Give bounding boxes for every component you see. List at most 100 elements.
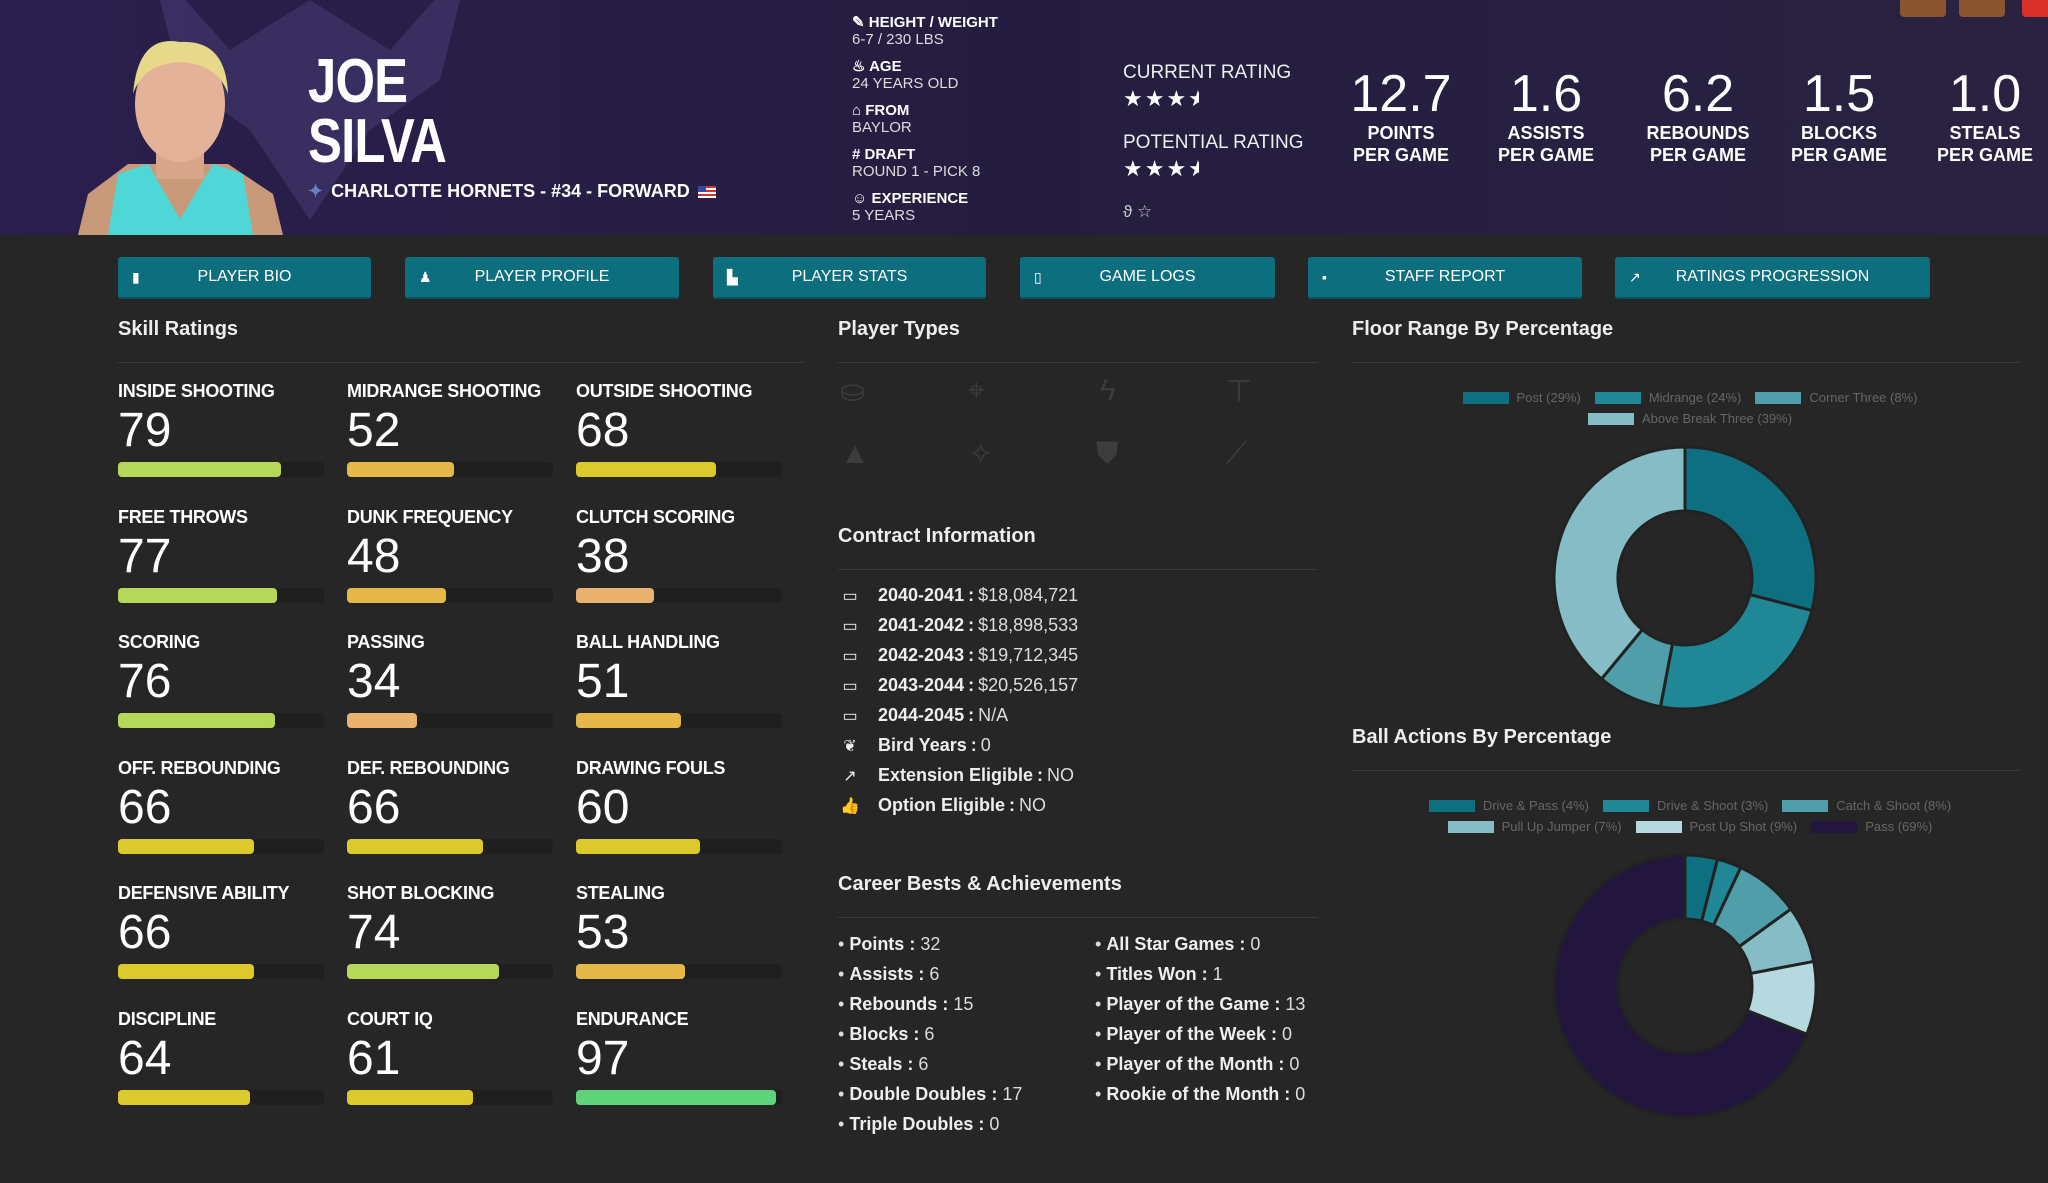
- legend-item[interactable]: Post (29%): [1462, 390, 1581, 405]
- contract-row: ↗ Extension Eligible: NO: [838, 765, 1074, 786]
- next-player-button[interactable]: [1959, 0, 2005, 17]
- stat-rebounds: 6.2 REBOUNDS PER GAME: [1646, 65, 1750, 165]
- skill-bar: [576, 587, 782, 603]
- medal-icon: ϑ: [1123, 202, 1133, 221]
- skill-bar-fill: [347, 838, 483, 854]
- skill-bar: [576, 838, 782, 854]
- skill-label: DEF. REBOUNDING: [347, 757, 510, 778]
- player-stats-button[interactable]: ▙ PLAYER STATS: [713, 257, 986, 299]
- skill-value: 66: [347, 780, 401, 834]
- skill-bar: [347, 713, 553, 728]
- team-logo-icon: ✦: [308, 181, 324, 201]
- magic-wand-icon: ✧: [968, 438, 994, 471]
- money-check-icon: ▭: [842, 647, 858, 665]
- skill-rating: DUNK FREQUENCY 48: [347, 507, 557, 603]
- game-logs-button[interactable]: ▯ GAME LOGS: [1020, 257, 1275, 299]
- close-button[interactable]: [2022, 0, 2048, 17]
- skill-value: 66: [118, 906, 172, 959]
- career-item: • Player of the Week : 0: [1095, 1024, 1293, 1044]
- skill-rating: OUTSIDE SHOOTING 68: [576, 381, 786, 477]
- player-bio-button[interactable]: ▮ PLAYER BIO: [118, 257, 371, 299]
- skill-rating: CLUTCH SCORING 38: [576, 507, 786, 603]
- skill-label: MIDRANGE SHOOTING: [347, 381, 541, 401]
- donut-slice[interactable]: [1552, 445, 1687, 682]
- player-types-title: Player Types: [838, 318, 960, 340]
- legend-item[interactable]: Midrange (24%): [1594, 390, 1741, 405]
- skill-value: 34: [347, 655, 401, 708]
- previous-player-button[interactable]: [1900, 0, 1946, 17]
- skill-label: ENDURANCE: [576, 1008, 689, 1029]
- career-item: • Titles Won : 1: [1095, 964, 1223, 984]
- current-rating-stars: ★★★★: [1123, 86, 1199, 111]
- career-item: • Assists : 6: [838, 964, 940, 984]
- legend-item[interactable]: Pull Up Jumper (7%): [1447, 819, 1622, 834]
- career-item: • Blocks : 6: [838, 1024, 935, 1044]
- skill-bar: [576, 713, 782, 728]
- skill-value: 97: [576, 1031, 630, 1085]
- legend-swatch: [1594, 391, 1641, 404]
- skill-value: 61: [347, 1031, 401, 1085]
- shield-icon: ⛊: [1096, 437, 1119, 470]
- skill-value: 76: [118, 655, 172, 708]
- skill-bar-fill: [118, 1089, 250, 1105]
- skill-bar-fill: [347, 713, 418, 728]
- crosshairs-icon: ⌖: [968, 374, 985, 407]
- skill-value: 68: [576, 404, 630, 457]
- skill-value: 48: [347, 529, 401, 583]
- wizard-hat-icon: ▲: [840, 437, 870, 470]
- skill-bar: [118, 1089, 324, 1105]
- skill-label: FREE THROWS: [118, 506, 248, 527]
- donut-slice[interactable]: [1658, 592, 1814, 711]
- skill-label: COURT IQ: [347, 1008, 433, 1029]
- legend-swatch: [1811, 820, 1858, 833]
- skill-label: DEFENSIVE ABILITY: [118, 883, 290, 903]
- skill-label: OUTSIDE SHOOTING: [576, 381, 753, 401]
- divider: [1352, 770, 2020, 771]
- legend-item[interactable]: Above Break Three (39%): [1587, 411, 1792, 426]
- stat-blocks: 1.5 BLOCKS PER GAME: [1790, 65, 1887, 165]
- feather-icon: ❦: [843, 737, 857, 755]
- skill-rating: DEFENSIVE ABILITY 66: [118, 883, 328, 979]
- career-item: • Rookie of the Month : 0: [1095, 1084, 1306, 1104]
- skill-bar: [347, 1089, 553, 1105]
- skill-bar: [347, 587, 553, 603]
- legend-swatch: [1755, 391, 1802, 404]
- ratings-progression-button[interactable]: ↗ RATINGS PROGRESSION: [1615, 257, 1930, 299]
- staff-report-button[interactable]: ▪ STAFF REPORT: [1308, 257, 1582, 299]
- money-check-icon: ▭: [842, 677, 858, 695]
- player-info: ✎ HEIGHT / WEIGHT 6-7 / 230 LBS ♨ AGE 24 Y…: [852, 14, 998, 224]
- hashtag-icon: #: [852, 146, 865, 163]
- legend-item[interactable]: Drive & Pass (4%): [1428, 798, 1589, 813]
- school-icon: ⌂: [852, 102, 866, 119]
- donut-slice[interactable]: [1683, 445, 1818, 613]
- legend-swatch: [1447, 820, 1494, 833]
- career-item: • All Star Games : 0: [1095, 934, 1261, 954]
- skill-rating: DRAWING FOULS 60: [576, 758, 786, 854]
- legend-item[interactable]: Drive & Shoot (3%): [1603, 798, 1768, 813]
- stat-steals: 1.0 STEALS PER GAME: [1936, 65, 2033, 165]
- legend-item[interactable]: Catch & Shoot (8%): [1782, 798, 1951, 813]
- legend-swatch: [1635, 820, 1682, 833]
- skill-label: DUNK FREQUENCY: [347, 506, 513, 527]
- skill-bar-fill: [118, 587, 277, 603]
- skill-ratings-title: Skill Ratings: [118, 318, 239, 340]
- skill-value: 53: [576, 906, 630, 959]
- skill-bar-fill: [347, 1089, 473, 1105]
- career-item: • Steals : 6: [838, 1054, 929, 1074]
- player-profile-button[interactable]: ♟ PLAYER PROFILE: [405, 257, 679, 299]
- player-name: JOE SILVA: [308, 47, 447, 176]
- team-line: ✦ CHARLOTTE HORNETS - #34 - FORWARD: [308, 181, 716, 202]
- legend-item[interactable]: Corner Three (8%): [1755, 390, 1917, 405]
- skill-label: CLUTCH SCORING: [576, 506, 735, 527]
- contract-row: ▭ 2040-2041: $18,084,721: [838, 585, 1078, 606]
- legend-item[interactable]: Pass (69%): [1811, 819, 1932, 834]
- contract-row: 👍 Option Eligible: NO: [838, 795, 1046, 816]
- skill-bar-fill: [118, 462, 281, 477]
- comment-icon: ▪: [1322, 269, 1327, 285]
- skill-bar: [347, 964, 553, 979]
- legend-item[interactable]: Post Up Shot (9%): [1635, 819, 1797, 834]
- donut-slice[interactable]: [1552, 853, 1809, 1119]
- skill-label: SCORING: [118, 632, 200, 652]
- legend-swatch: [1587, 412, 1634, 425]
- skill-value: 64: [118, 1031, 172, 1085]
